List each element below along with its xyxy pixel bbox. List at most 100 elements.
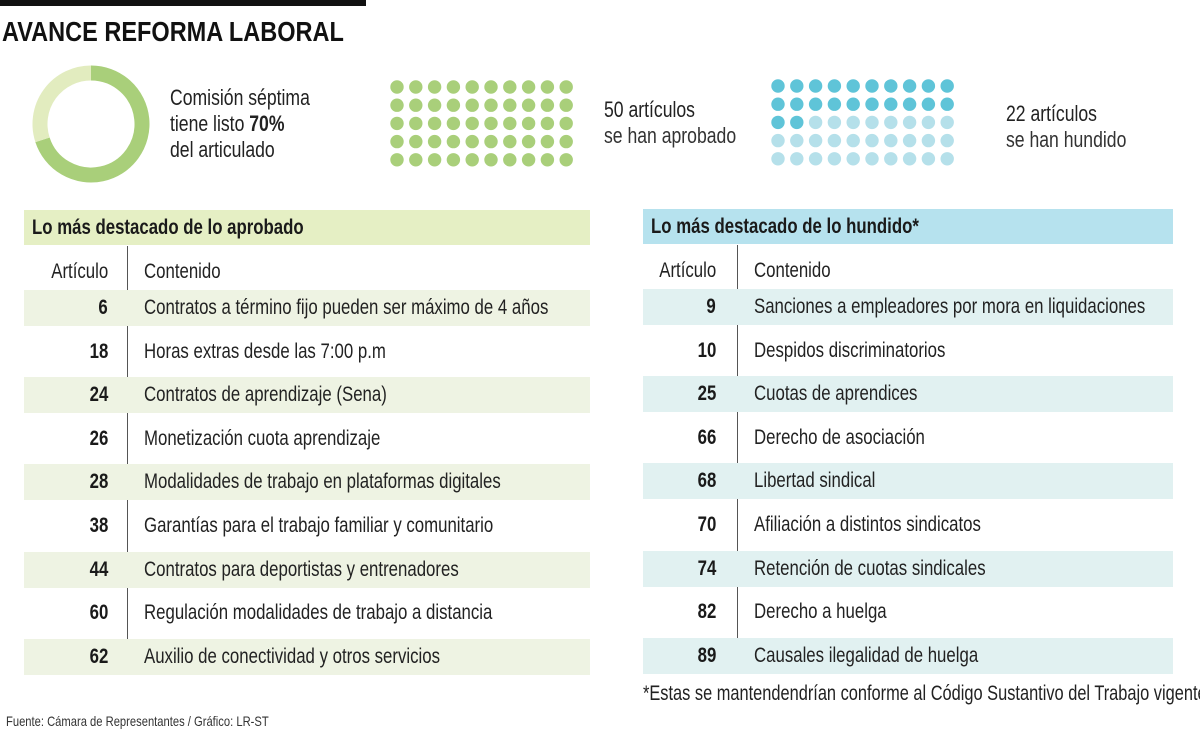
dot-highlighted — [884, 97, 898, 111]
dot-highlighted — [521, 80, 536, 94]
dot-highlighted — [503, 116, 517, 131]
dot-highlighted — [846, 79, 860, 93]
dot-rest — [790, 152, 804, 166]
dot-highlighted — [427, 98, 442, 112]
article-content: Causales ilegalidad de huelga — [754, 643, 979, 667]
dot-highlighted — [540, 98, 555, 112]
article-number: 25 — [697, 382, 716, 406]
dot-rest — [921, 115, 936, 130]
approved-table: Lo más destacado de lo aprobado Artículo C… — [24, 210, 590, 675]
table-row: 74 Retención de cuotas sindicales — [643, 550, 1173, 587]
dot-rest — [808, 115, 823, 130]
dot-rest — [827, 133, 842, 148]
table-row: 89 Causales ilegalidad de huelga — [643, 637, 1173, 674]
table-row: 82 Derecho a huelga — [643, 594, 1173, 630]
dot-highlighted — [771, 97, 785, 111]
article-number: 6 — [98, 296, 108, 319]
table-row: 10 Despidos discriminatorios — [643, 333, 1173, 369]
dot-highlighted — [540, 116, 555, 131]
dot-highlighted — [827, 97, 842, 111]
dot-highlighted — [465, 80, 479, 94]
sunk-dot-grid — [771, 79, 954, 166]
dot-highlighted — [446, 134, 461, 149]
dot-highlighted — [503, 134, 517, 149]
article-number: 82 — [697, 600, 716, 624]
dot-highlighted — [865, 97, 879, 111]
article-content: Contratos de aprendizaje (Sena) — [144, 383, 387, 407]
article-number: 18 — [89, 339, 108, 363]
dot-rest — [846, 133, 860, 148]
donut-caption: Comisión séptima tiene listo 70% del art… — [170, 85, 310, 162]
sunk-table: Lo más destacado de lo hundido* Artículo C… — [643, 209, 1173, 674]
article-number: 26 — [89, 426, 108, 450]
dot-highlighted — [521, 134, 536, 149]
dot-highlighted — [446, 153, 461, 167]
dot-rest — [827, 115, 842, 130]
dot-highlighted — [427, 116, 442, 131]
article-content: Modalidades de trabajo en plataformas di… — [144, 470, 501, 494]
approved-dot-grid — [390, 80, 573, 167]
dot-highlighted — [559, 153, 573, 167]
dot-highlighted — [446, 98, 461, 112]
dot-highlighted — [484, 134, 498, 149]
dot-highlighted — [390, 80, 404, 94]
dot-highlighted — [390, 98, 404, 112]
table-row: 62 Auxilio de conectividad y otros servi… — [24, 638, 590, 675]
article-number: 70 — [697, 513, 716, 536]
dot-highlighted — [465, 134, 479, 149]
table-row: 60 Regulación modalidades de trabajo a d… — [24, 595, 590, 631]
article-number: 28 — [89, 470, 108, 494]
dot-highlighted — [484, 116, 498, 131]
dot-highlighted — [503, 153, 517, 167]
dot-highlighted — [921, 79, 936, 93]
dot-highlighted — [427, 153, 442, 167]
dot-highlighted — [427, 134, 442, 149]
source-credit: Fuente: Cámara de Representantes / Gráfi… — [6, 713, 269, 729]
dot-rest — [940, 133, 954, 148]
dot-rest — [921, 152, 936, 166]
dot-highlighted — [521, 153, 536, 167]
dot-highlighted — [503, 80, 517, 94]
dot-highlighted — [808, 97, 823, 111]
page-title: AVANCE REFORMA LABORAL — [2, 16, 344, 47]
dot-highlighted — [940, 79, 954, 93]
article-number: 9 — [706, 295, 716, 318]
article-number: 66 — [697, 425, 716, 449]
dot-highlighted — [540, 153, 555, 167]
dot-rest — [846, 115, 860, 130]
table-row: 66 Derecho de asociación — [643, 420, 1173, 456]
dot-highlighted — [790, 115, 804, 130]
dot-highlighted — [865, 79, 879, 93]
dot-highlighted — [559, 80, 573, 94]
dot-highlighted — [503, 98, 517, 112]
column-header-content: Contenido — [144, 260, 221, 283]
article-number: 74 — [697, 556, 716, 580]
table-row: 70 Afiliación a distintos sindicatos — [643, 507, 1173, 543]
article-content: Horas extras desde las 7:00 p.m — [144, 339, 386, 363]
dot-rest — [940, 152, 954, 166]
article-number: 24 — [89, 383, 108, 407]
table-row: 68 Libertad sindical — [643, 463, 1173, 500]
table-row: 9 Sanciones a empleadores por mora en li… — [643, 289, 1173, 325]
dot-rest — [808, 152, 823, 166]
dot-highlighted — [808, 79, 823, 93]
dot-highlighted — [846, 97, 860, 111]
dot-highlighted — [409, 80, 423, 94]
dot-highlighted — [827, 79, 842, 93]
article-number: 68 — [697, 469, 716, 493]
dot-highlighted — [902, 97, 917, 111]
table-row: 44 Contratos para deportistas y entrenad… — [24, 551, 590, 588]
sunk-caption: 22 artículos se han hundido — [1006, 101, 1127, 152]
column-header-content: Contenido — [754, 259, 831, 282]
article-number: 38 — [89, 514, 108, 537]
dot-highlighted — [790, 97, 804, 111]
column-divider — [127, 246, 128, 673]
donut-chart — [32, 65, 150, 183]
dot-highlighted — [465, 116, 479, 131]
table-row: 28 Modalidades de trabajo en plataformas… — [24, 464, 590, 501]
dot-rest — [846, 152, 860, 166]
article-content: Cuotas de aprendices — [754, 382, 918, 406]
dot-highlighted — [409, 134, 423, 149]
column-header-article: Artículo — [659, 259, 716, 282]
dot-highlighted — [446, 80, 461, 94]
